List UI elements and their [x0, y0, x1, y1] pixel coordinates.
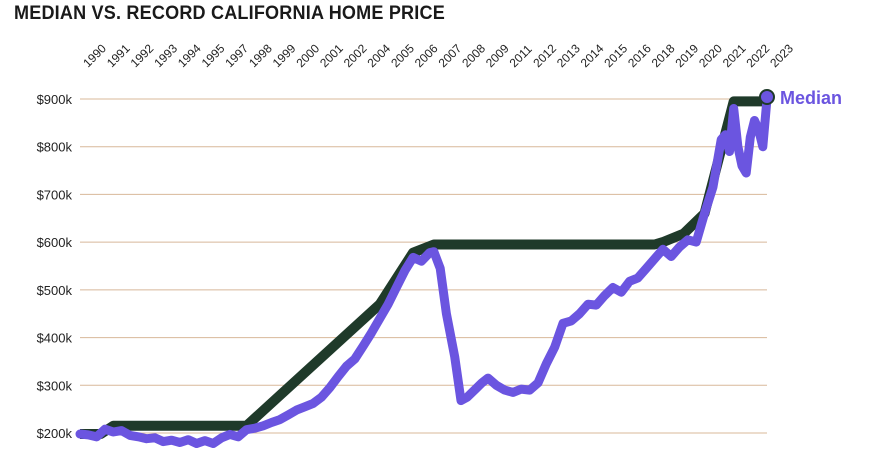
x-tick-label: 1998 — [246, 41, 275, 70]
y-tick-label: $500k — [37, 283, 73, 298]
x-tick-label: 2015 — [601, 41, 630, 70]
x-tick-label: 2021 — [720, 41, 749, 70]
chart-title: MEDIAN VS. RECORD CALIFORNIA HOME PRICE — [14, 3, 445, 24]
x-tick-label: 2001 — [317, 41, 346, 70]
x-tick-label: 1993 — [151, 41, 180, 70]
median-end-label: Median — [780, 88, 842, 108]
x-tick-label: 2016 — [625, 41, 654, 70]
x-tick-label: 2011 — [507, 42, 535, 70]
y-tick-label: $400k — [37, 331, 73, 346]
record-price-line — [80, 96, 767, 439]
x-tick-label: 2018 — [649, 41, 678, 70]
x-tick-label: 2007 — [436, 41, 465, 70]
x-tick-label: 2014 — [578, 41, 607, 70]
y-tick-label: $900k — [37, 92, 73, 107]
x-tick-label: 1995 — [199, 41, 228, 70]
x-tick-label: 2012 — [530, 41, 559, 70]
x-tick-label: 1992 — [128, 41, 157, 70]
median-end-marker — [759, 89, 775, 105]
x-tick-label: 2008 — [459, 41, 488, 70]
x-tick-label: 1990 — [80, 41, 109, 70]
y-tick-label: $600k — [37, 235, 73, 250]
x-tick-label: 2006 — [412, 41, 441, 70]
x-tick-label: 1997 — [222, 41, 251, 70]
x-tick-label: 2009 — [483, 41, 512, 70]
x-tick-label: 2004 — [364, 41, 393, 70]
y-tick-label: $700k — [37, 187, 73, 202]
x-tick-label: 1999 — [270, 41, 299, 70]
x-tick-label: 2023 — [767, 41, 796, 70]
x-tick-label: 2013 — [554, 41, 583, 70]
x-tick-label: 2022 — [744, 41, 773, 70]
y-tick-label: $200k — [37, 426, 73, 441]
x-tick-label: 2020 — [696, 41, 725, 70]
x-tick-label: 2002 — [341, 41, 370, 70]
x-tick-label: 2005 — [388, 41, 417, 70]
x-tick-label: 2000 — [293, 41, 322, 70]
y-tick-label: $800k — [37, 140, 73, 155]
y-tick-label: $300k — [37, 378, 73, 393]
median-price-line — [75, 94, 772, 448]
x-tick-label: 1994 — [175, 41, 204, 70]
x-tick-label: 2019 — [672, 41, 701, 70]
x-tick-label: 1991 — [104, 41, 133, 70]
